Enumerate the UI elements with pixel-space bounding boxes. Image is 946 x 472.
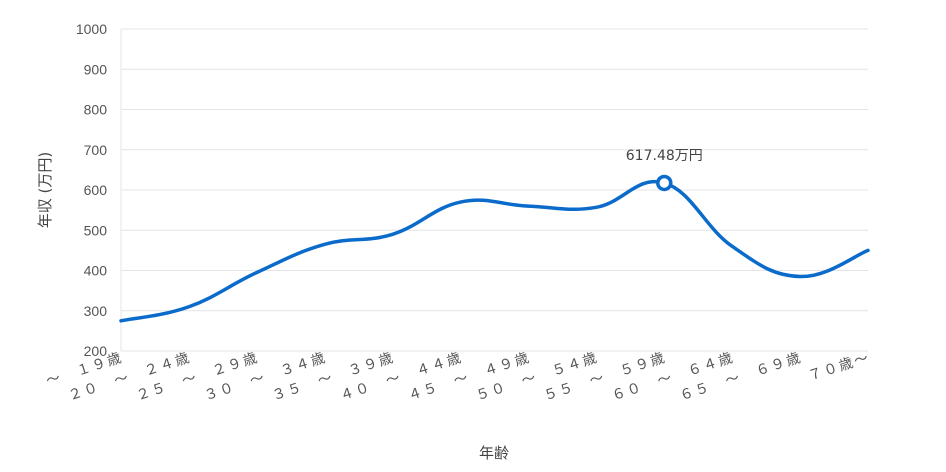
x-axis-title: 年齢 xyxy=(479,444,509,462)
y-tick-label: 800 xyxy=(84,102,108,118)
y-axis-ticks: 200 300 400 500 600 700 800 900 1000 xyxy=(76,21,107,359)
annotation-layer: 617.48万円 xyxy=(626,148,703,192)
y-tick-label: 900 xyxy=(84,61,108,77)
y-tick-label: 200 xyxy=(84,343,108,359)
grid-lines xyxy=(120,28,868,352)
y-tick-label: 1000 xyxy=(76,21,107,37)
y-tick-label: 300 xyxy=(84,303,108,319)
y-tick-label: 500 xyxy=(84,222,108,238)
highlight-point-marker[interactable] xyxy=(656,174,673,192)
series-layer xyxy=(119,179,870,323)
x-tick-label: ７０歳～ xyxy=(806,350,872,385)
highlight-point-label: 617.48万円 xyxy=(626,148,703,164)
y-tick-label: 700 xyxy=(84,142,108,158)
y-tick-label: 600 xyxy=(84,182,108,198)
series-line xyxy=(119,179,870,323)
y-axis-title: 年収 (万円) xyxy=(36,152,54,228)
y-tick-label: 400 xyxy=(84,263,108,279)
